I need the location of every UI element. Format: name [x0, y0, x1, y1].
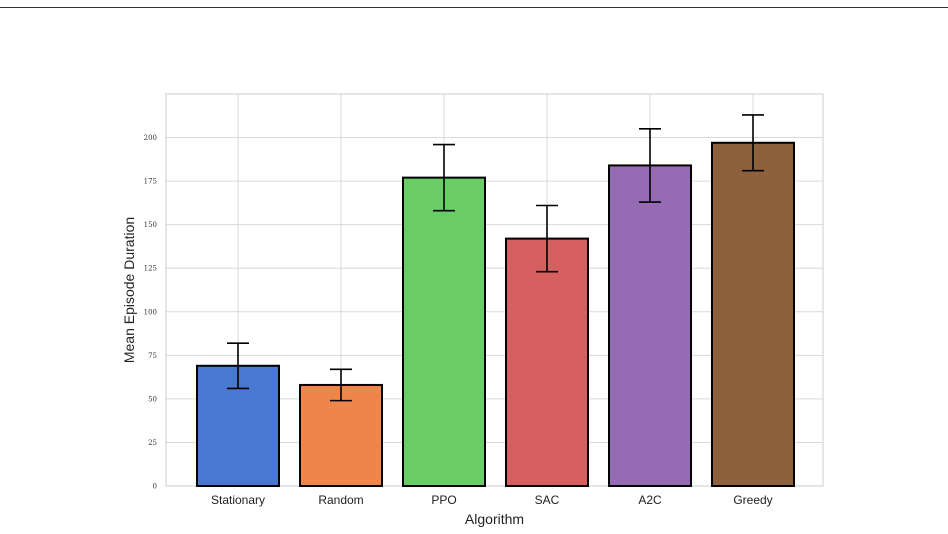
x-tick-label: Greedy: [733, 493, 772, 507]
error-bars: [227, 114, 764, 402]
x-tick-label: Random: [318, 493, 363, 507]
error-bar-a2c: [639, 128, 661, 203]
y-tick-label: 100: [144, 308, 157, 316]
y-tick-label: 150: [144, 221, 157, 229]
error-bar-ppo: [433, 143, 455, 212]
x-tick-label: A2C: [638, 493, 662, 507]
error-bar-stationary: [227, 342, 249, 390]
y-tick-label: 25: [148, 439, 157, 447]
x-tick-label: Stationary: [211, 493, 265, 507]
x-tick-labels: Stationary Random PPO SAC A2C Greedy: [211, 493, 773, 507]
y-tick-label: 0: [153, 483, 157, 491]
y-tick-label: 75: [148, 352, 157, 360]
y-axis-label: Mean Episode Duration: [121, 217, 137, 363]
x-tick-label: SAC: [535, 493, 560, 507]
bars: [196, 141, 795, 487]
x-tick-label: PPO: [431, 493, 456, 507]
top-border-line: [0, 7, 948, 8]
error-bar-sac: [536, 204, 558, 273]
error-bar-greedy: [742, 114, 764, 172]
y-tick-label: 125: [144, 265, 157, 273]
plot-area: [165, 93, 824, 487]
error-bar-random: [330, 368, 352, 402]
bar-ppo: [402, 176, 486, 487]
y-tick-labels: 0 25 50 75 100 125 150 175 200: [144, 134, 157, 490]
bar-greedy: [711, 141, 795, 487]
bar-a2c: [608, 164, 692, 487]
y-tick-label: 50: [148, 395, 157, 403]
y-tick-label: 200: [144, 134, 157, 142]
y-tick-label: 175: [144, 178, 157, 186]
x-axis-label: Algorithm: [465, 511, 524, 527]
bar-sac: [505, 237, 589, 487]
